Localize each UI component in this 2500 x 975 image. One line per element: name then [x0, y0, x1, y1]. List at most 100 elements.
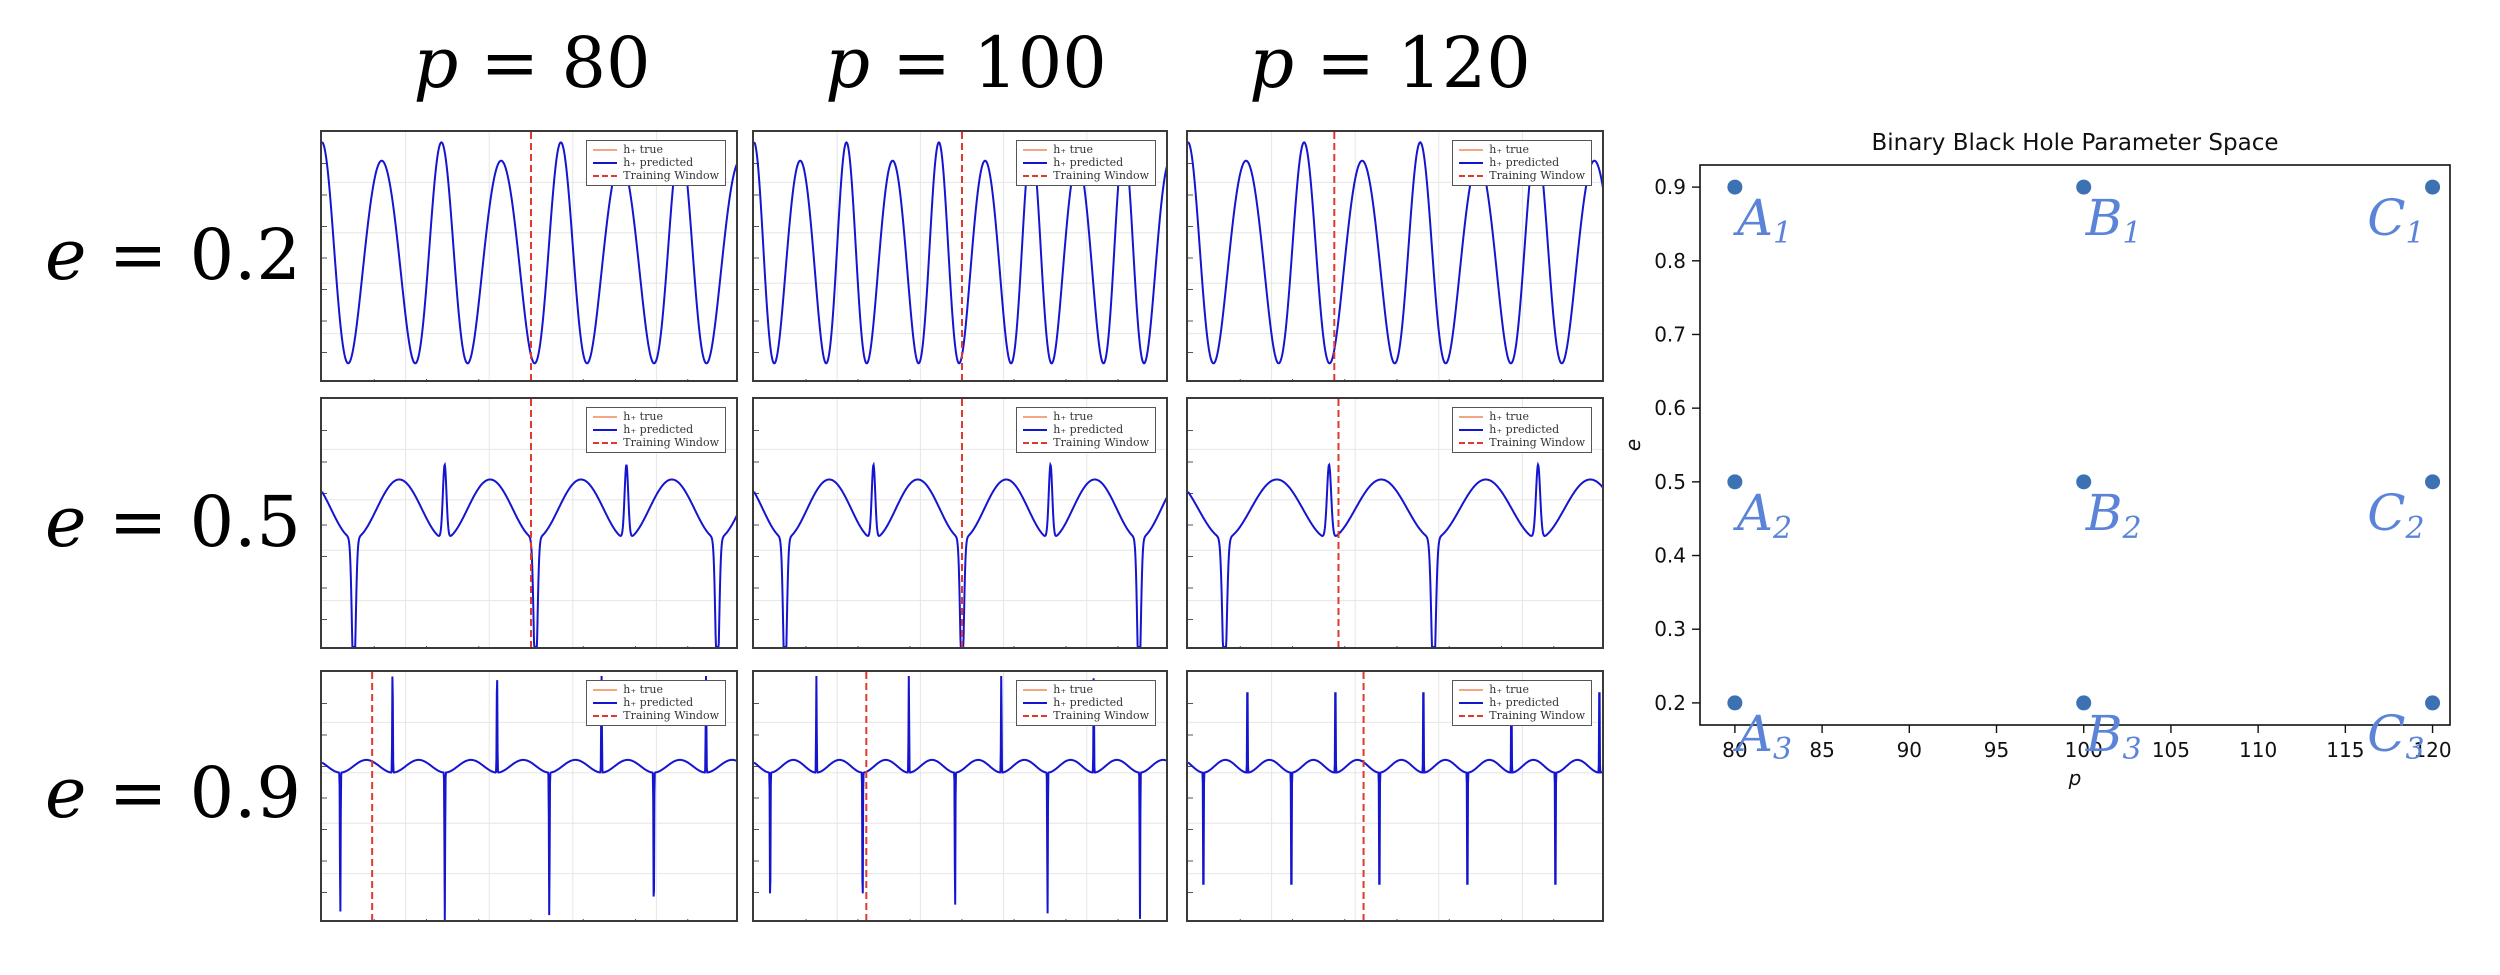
legend-swatch — [1023, 415, 1048, 418]
y-tick-label: 0.7 — [1654, 322, 1686, 346]
waveform-plot — [322, 672, 736, 920]
y-tick-label: 0.5 — [1654, 470, 1686, 494]
panel-legend: h₊ true h₊ predicted Training Window — [586, 680, 726, 726]
legend-label: h₊ predicted — [1489, 696, 1560, 709]
legend-training-window: Training Window — [1459, 709, 1585, 722]
legend-true: h₊ true — [1459, 143, 1585, 156]
legend-swatch — [1459, 701, 1484, 704]
row-eq: = — [108, 752, 168, 834]
col-var: p — [825, 22, 871, 104]
waveform-panel: h₊ true h₊ predicted Training Window — [320, 130, 738, 382]
legend-swatch — [593, 415, 618, 418]
legend-training-window: Training Window — [593, 436, 719, 449]
legend-swatch — [1023, 441, 1048, 444]
y-tick-label: 0.8 — [1654, 249, 1686, 273]
point-label: B2 — [2085, 484, 2142, 546]
legend-predicted: h₊ predicted — [1459, 156, 1585, 169]
col-value: 120 — [1397, 22, 1531, 104]
x-tick-label: 110 — [2239, 738, 2277, 762]
row-value: 0.9 — [189, 752, 301, 834]
data-point — [2425, 695, 2441, 711]
legend-swatch — [593, 441, 618, 444]
legend-true: h₊ true — [593, 410, 719, 423]
legend-label: Training Window — [1489, 436, 1585, 449]
row-eq: = — [108, 214, 168, 296]
x-tick-label: 80 — [1722, 738, 1747, 762]
x-tick-label: 95 — [1984, 738, 2009, 762]
legend-training-window: Training Window — [1023, 436, 1149, 449]
legend-predicted: h₊ predicted — [1023, 156, 1149, 169]
predicted-waveform-line — [754, 461, 1166, 647]
col-eq: = — [892, 22, 951, 104]
legend-label: Training Window — [1053, 169, 1149, 182]
legend-label: h₊ predicted — [1053, 696, 1124, 709]
col-var: p — [1249, 22, 1295, 104]
legend-predicted: h₊ predicted — [1459, 696, 1585, 709]
point-label: A1 — [1733, 189, 1792, 251]
data-point — [1727, 179, 1743, 195]
predicted-waveform-line — [1188, 461, 1602, 647]
row-eq: = — [108, 481, 168, 563]
waveform-panel: h₊ true h₊ predicted Training Window — [320, 670, 738, 922]
waveform-plot — [322, 399, 736, 647]
legend-swatch — [1459, 174, 1484, 177]
legend-label: h₊ predicted — [1053, 423, 1124, 436]
legend-label: h₊ true — [1053, 683, 1093, 696]
legend-training-window: Training Window — [1459, 169, 1585, 182]
y-tick-label: 0.4 — [1654, 544, 1686, 568]
legend-label: Training Window — [1053, 709, 1149, 722]
legend-label: h₊ predicted — [1489, 423, 1560, 436]
y-tick-label: 0.6 — [1654, 396, 1686, 420]
data-point — [1727, 695, 1743, 711]
panel-legend: h₊ true h₊ predicted Training Window — [586, 407, 726, 453]
legend-swatch — [593, 714, 618, 717]
x-tick-label: 105 — [2152, 738, 2190, 762]
legend-swatch — [1459, 428, 1484, 431]
row-var: e — [45, 752, 87, 834]
legend-true: h₊ true — [1459, 683, 1585, 696]
panel-legend: h₊ true h₊ predicted Training Window — [1452, 140, 1592, 186]
point-label: C1 — [2367, 189, 2424, 251]
legend-swatch — [1459, 415, 1484, 418]
legend-swatch — [593, 161, 618, 164]
predicted-waveform-line — [322, 675, 736, 920]
col-value: 100 — [973, 22, 1107, 104]
legend-swatch — [1023, 174, 1048, 177]
legend-label: h₊ true — [1053, 410, 1093, 423]
legend-predicted: h₊ predicted — [1023, 423, 1149, 436]
legend-predicted: h₊ predicted — [593, 696, 719, 709]
waveform-plot — [322, 132, 736, 380]
x-axis-label: p — [2068, 766, 2082, 790]
x-tick-label: 100 — [2065, 738, 2103, 762]
legend-swatch — [593, 688, 618, 691]
legend-label: Training Window — [1489, 709, 1585, 722]
legend-predicted: h₊ predicted — [1459, 423, 1585, 436]
y-tick-label: 0.9 — [1654, 175, 1686, 199]
predicted-waveform-line — [1188, 692, 1602, 885]
legend-training-window: Training Window — [1459, 436, 1585, 449]
point-label: B3 — [2085, 705, 2142, 767]
data-point — [2076, 179, 2092, 195]
legend-training-window: Training Window — [593, 709, 719, 722]
predicted-waveform-line — [754, 675, 1166, 919]
legend-label: Training Window — [1053, 436, 1149, 449]
data-point — [2076, 695, 2092, 711]
chart-title: Binary Black Hole Parameter Space — [1871, 130, 2278, 156]
legend-swatch — [1459, 161, 1484, 164]
panel-legend: h₊ true h₊ predicted Training Window — [1452, 680, 1592, 726]
legend-swatch — [1459, 148, 1484, 151]
legend-swatch — [593, 148, 618, 151]
column-header-p100: p = 100 — [825, 22, 1107, 104]
row-header-e02: e = 0.2 — [45, 214, 301, 296]
legend-label: h₊ predicted — [623, 156, 694, 169]
legend-swatch — [1023, 714, 1048, 717]
legend-label: Training Window — [623, 169, 719, 182]
waveform-plot — [1188, 672, 1602, 920]
legend-label: h₊ true — [623, 410, 663, 423]
legend-swatch — [1023, 701, 1048, 704]
row-value: 0.2 — [189, 214, 301, 296]
waveform-plot — [754, 132, 1166, 380]
row-header-e05: e = 0.5 — [45, 481, 301, 563]
col-eq: = — [1316, 22, 1375, 104]
legend-label: h₊ true — [1489, 143, 1529, 156]
